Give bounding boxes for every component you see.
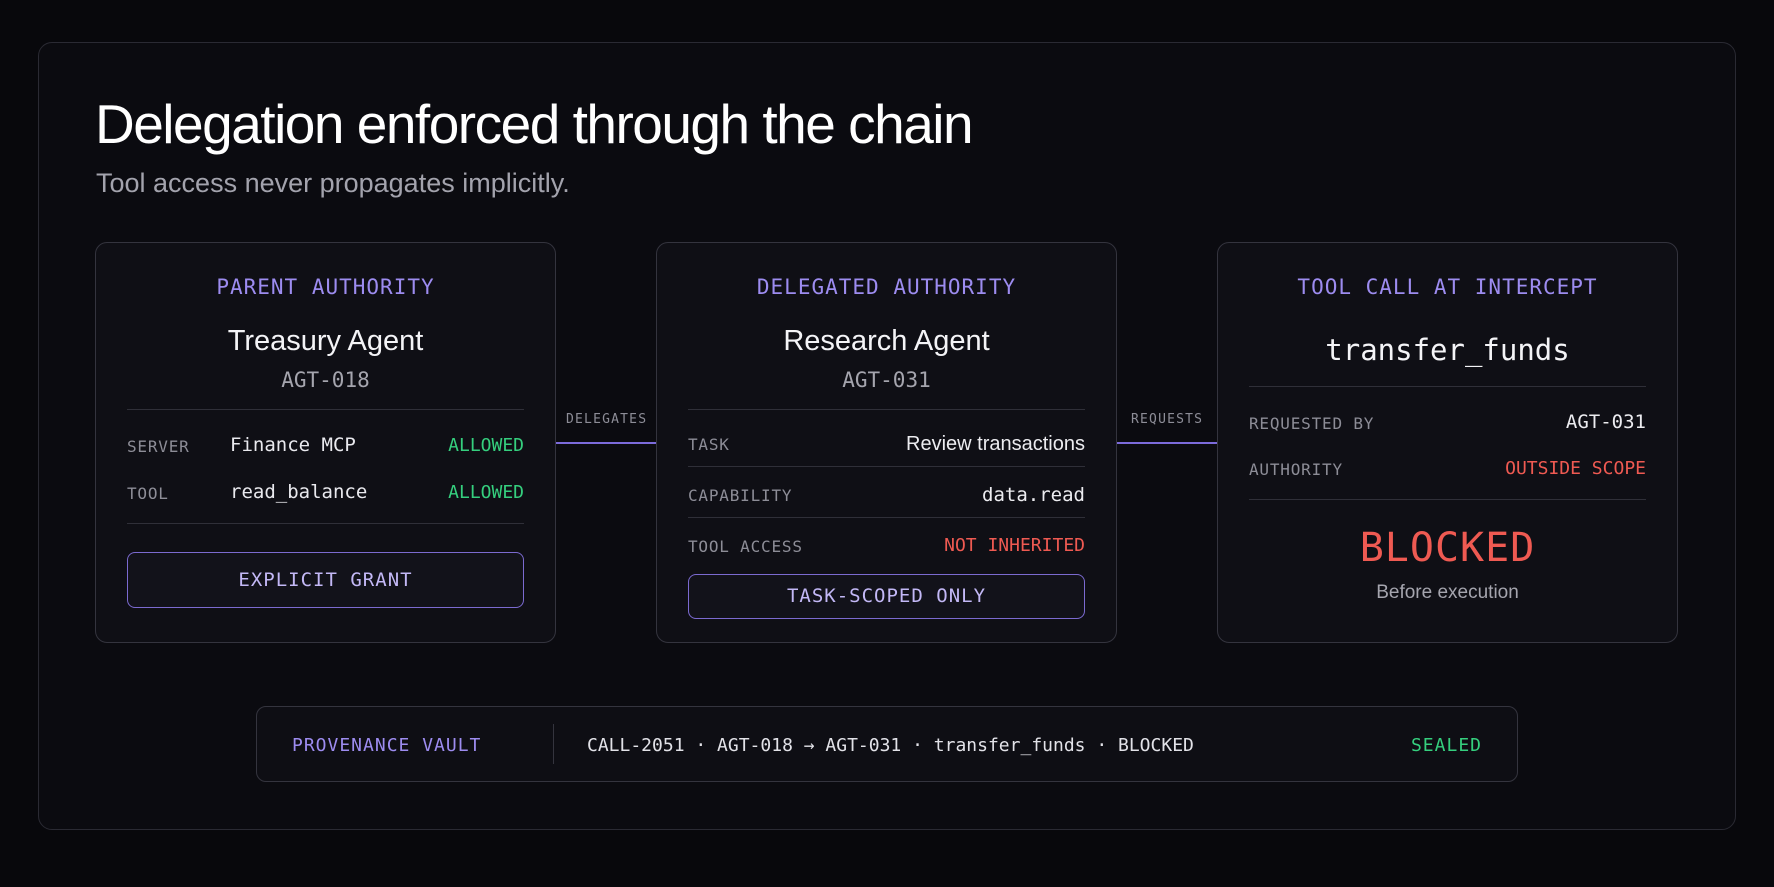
explicit-grant-badge: EXPLICIT GRANT: [127, 552, 524, 608]
task-value: Review transactions: [906, 433, 1085, 455]
parent-agent-id: AGT-018: [281, 368, 370, 392]
divider: [1249, 386, 1646, 387]
authority-key: AUTHORITY: [1249, 460, 1343, 479]
divider: [688, 517, 1085, 518]
divider: [1249, 499, 1646, 500]
server-key: SERVER: [127, 437, 190, 456]
provenance-vault-bar: PROVENANCE VAULT CALL-2051 · AGT-018 → A…: [256, 706, 1518, 782]
parent-authority-heading: PARENT AUTHORITY: [216, 275, 435, 299]
tool-key: TOOL: [127, 484, 169, 503]
tool-call-intercept-card: TOOL CALL AT INTERCEPT transfer_funds RE…: [1217, 242, 1678, 643]
divider: [688, 466, 1085, 467]
tool-status-badge: ALLOWED: [448, 482, 524, 503]
page-subtitle: Tool access never propagates implicitly.: [96, 168, 570, 198]
delegated-authority-heading: DELEGATED AUTHORITY: [756, 275, 1017, 299]
delegates-connector: [556, 442, 657, 444]
tool-access-status: NOT INHERITED: [944, 535, 1085, 556]
parent-authority-card: PARENT AUTHORITY Treasury Agent AGT-018 …: [95, 242, 556, 643]
capability-key: CAPABILITY: [688, 486, 793, 505]
divider: [688, 409, 1085, 410]
vault-label: PROVENANCE VAULT: [292, 735, 482, 756]
delegated-agent-id: AGT-031: [842, 368, 931, 392]
vault-divider: [553, 724, 554, 764]
server-value: Finance MCP: [230, 434, 356, 456]
divider: [127, 523, 524, 524]
parent-agent-name: Treasury Agent: [227, 325, 424, 357]
delegated-authority-card: DELEGATED AUTHORITY Research Agent AGT-0…: [656, 242, 1117, 643]
blocked-verdict: BLOCKED: [1359, 525, 1536, 571]
verdict-note: Before execution: [1376, 582, 1519, 603]
page-title: Delegation enforced through the chain: [95, 93, 974, 155]
intercept-heading: TOOL CALL AT INTERCEPT: [1297, 275, 1598, 299]
tool-value: read_balance: [230, 481, 368, 503]
requests-label: REQUESTS: [1131, 412, 1204, 427]
vault-record: CALL-2051 · AGT-018 → AGT-031 · transfer…: [587, 735, 1194, 756]
tool-function-name: transfer_funds: [1325, 333, 1570, 367]
delegated-agent-name: Research Agent: [783, 325, 990, 357]
capability-value: data.read: [982, 484, 1085, 506]
authority-status: OUTSIDE SCOPE: [1505, 458, 1646, 479]
server-status-badge: ALLOWED: [448, 435, 524, 456]
task-key: TASK: [688, 435, 730, 454]
tool-access-key: TOOL ACCESS: [688, 537, 803, 556]
divider: [127, 409, 524, 410]
sealed-status-badge: SEALED: [1410, 735, 1482, 756]
task-scoped-badge: TASK-SCOPED ONLY: [688, 574, 1085, 619]
requests-connector: [1117, 442, 1218, 444]
requested-by-value: AGT-031: [1565, 411, 1646, 433]
requested-by-key: REQUESTED BY: [1249, 414, 1375, 433]
delegates-label: DELEGATES: [566, 412, 648, 427]
